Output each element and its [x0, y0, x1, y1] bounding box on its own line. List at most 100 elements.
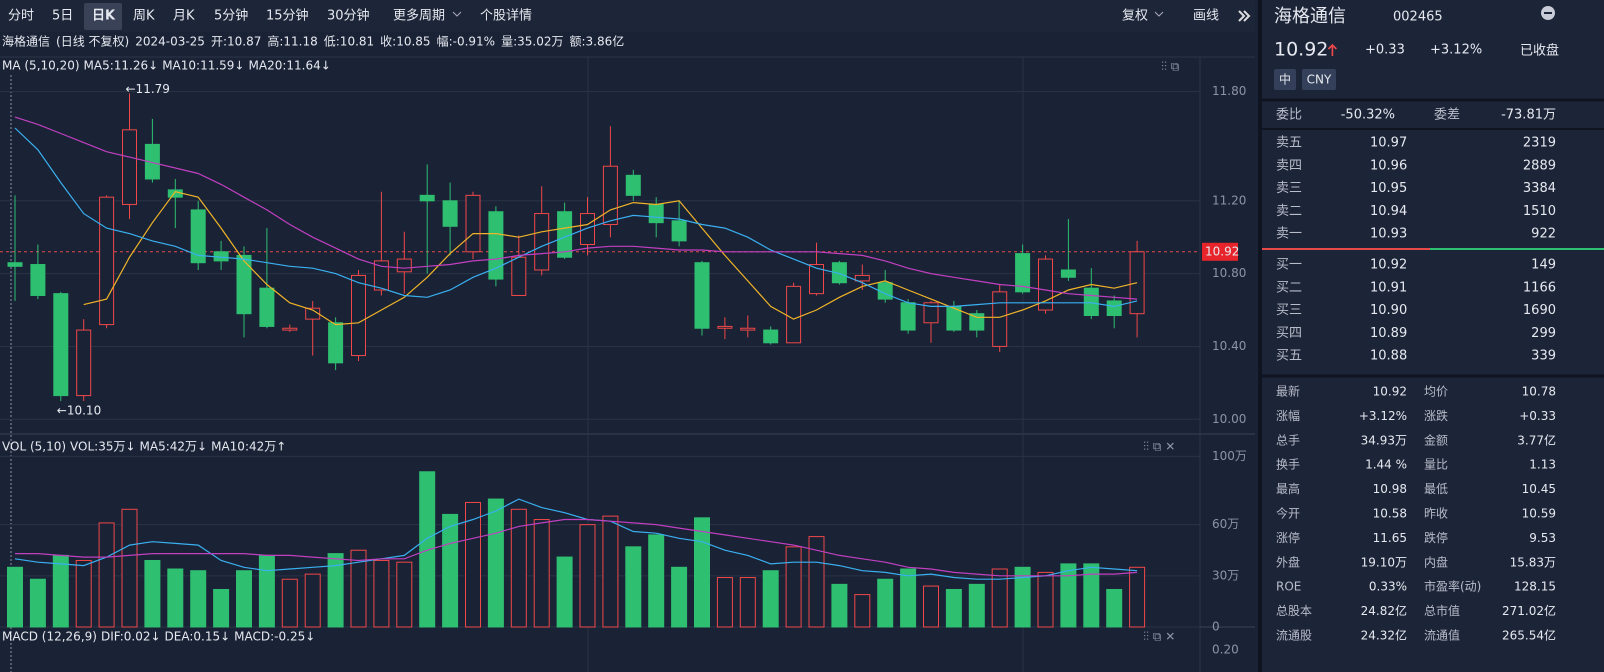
legend-item: VOL (5,10) — [2, 440, 66, 454]
legend-item: DIF:0.02↓ — [101, 630, 161, 644]
book-price: 10.93 — [1370, 227, 1407, 242]
book-label: 卖三 — [1276, 181, 1302, 196]
book-label: 卖四 — [1276, 158, 1302, 173]
candle-body — [190, 209, 206, 264]
volume-bar — [442, 513, 459, 628]
book-volume: 1690 — [1523, 303, 1556, 318]
candle-body — [809, 264, 824, 295]
legend-item: DEA:0.15↓ — [165, 630, 231, 644]
volume-bar — [854, 594, 871, 628]
tool-icon[interactable]: ⫶⫶ ⧉ ✕ — [1143, 440, 1175, 454]
legend-item: MA20:11.64↓ — [249, 59, 331, 73]
stat-label: 换手 — [1276, 458, 1300, 472]
candle-body — [259, 287, 275, 327]
book-label: 买四 — [1276, 326, 1302, 341]
y-tick-label: 0 — [1212, 620, 1220, 634]
tool-button[interactable]: 画线 — [1193, 9, 1219, 24]
stat-label: 总手 — [1276, 433, 1300, 447]
period-tab[interactable]: 周K — [133, 9, 155, 24]
volume-bar — [419, 471, 436, 628]
candle-body — [969, 313, 985, 331]
stat-value: 24.82亿 — [1361, 603, 1407, 618]
period-tab[interactable]: 月K — [173, 9, 195, 24]
y-tick-label: 10.00 — [1212, 412, 1246, 426]
stat-value: 10.98 — [1373, 482, 1407, 496]
book-volume: 1510 — [1523, 204, 1556, 219]
panel-divider — [1258, 0, 1262, 672]
period-tab[interactable]: 5日 — [52, 9, 73, 24]
stat-label: 总市值 — [1424, 603, 1460, 618]
volume-bar — [281, 578, 298, 628]
candle-body — [580, 213, 595, 245]
chevron — [1154, 11, 1164, 17]
tool-icon[interactable]: ⫶⫶ ⧉ — [1161, 60, 1180, 74]
period-tab[interactable]: 15分钟 — [266, 8, 309, 24]
tool-icon[interactable]: ⫶⫶ ⧉ ✕ — [1143, 630, 1175, 644]
candle-body — [717, 325, 733, 329]
period-tab[interactable]: 5分钟 — [214, 8, 248, 24]
y-tick-label: 30万 — [1212, 568, 1239, 582]
period-tab[interactable]: 30分钟 — [327, 8, 370, 24]
volume-bar — [510, 508, 527, 628]
candle-body — [328, 322, 344, 364]
ratio: -50.32% — [1341, 108, 1395, 123]
volume-bar — [487, 498, 504, 628]
book-label: 买五 — [1276, 349, 1302, 364]
volume-bar — [350, 549, 367, 628]
vol-ma-line — [15, 518, 1138, 577]
stat-label: 最高 — [1276, 481, 1300, 496]
candle-body — [7, 262, 23, 267]
candle-body — [373, 260, 389, 291]
stat-label: 昨收 — [1424, 507, 1448, 521]
stat-label: 内盘 — [1424, 554, 1448, 569]
book-label: 买一 — [1276, 258, 1302, 273]
book-price: 10.96 — [1370, 158, 1407, 173]
y-tick-label: 10.40 — [1212, 339, 1246, 353]
price: 10.92 — [1274, 39, 1328, 61]
candle-body — [786, 285, 802, 344]
candle-body — [1038, 258, 1053, 311]
volume-bar — [991, 568, 1008, 628]
book-volume: 3384 — [1523, 181, 1556, 196]
volume-bar — [98, 522, 115, 628]
period-tab[interactable]: 更多周期 — [393, 8, 445, 24]
volume-bar — [1083, 563, 1100, 628]
volume-bar — [465, 501, 481, 628]
stat-label: 金额 — [1424, 432, 1448, 447]
candle-body — [648, 203, 664, 224]
period-tab[interactable]: 个股详情 — [480, 9, 532, 24]
book-price: 10.90 — [1370, 303, 1407, 318]
quote-panel — [1262, 0, 1604, 672]
volume-bar — [1060, 563, 1077, 628]
stat-label: 量比 — [1424, 458, 1448, 472]
legend-item: MA5:42万↓ — [140, 440, 208, 454]
period-tab[interactable]: 分时 — [8, 9, 34, 24]
volume-bar — [945, 588, 962, 628]
stat-label: 均价 — [1424, 385, 1448, 399]
stat-label: 涨幅 — [1276, 408, 1300, 423]
candle-body — [1015, 253, 1031, 293]
legend-item: 海格通信 — [2, 34, 50, 49]
collapse-icon[interactable] — [1238, 10, 1251, 22]
candle-body — [99, 196, 115, 326]
book-label: 买二 — [1276, 280, 1302, 295]
legend-item: 低:10.81 — [324, 35, 374, 49]
legend-item: 额:3.86亿 — [569, 34, 624, 49]
candle-body — [442, 200, 458, 227]
stat-value: 10.78 — [1522, 385, 1556, 399]
volume-bar — [1037, 571, 1054, 628]
candle-body — [122, 129, 137, 205]
book-price: 10.89 — [1370, 326, 1407, 341]
period-tab[interactable]: 日K — [92, 9, 116, 24]
toolbar — [0, 0, 1255, 32]
candle-body — [30, 264, 46, 296]
volume-bar — [785, 546, 802, 628]
last-price-box — [1202, 242, 1238, 261]
stat-label: 总股本 — [1276, 604, 1312, 618]
candle-body — [465, 194, 481, 253]
volume-bar — [396, 561, 413, 628]
tool-button[interactable]: 复权 — [1122, 8, 1148, 24]
volume-bar — [716, 577, 733, 628]
candle-body — [282, 327, 298, 331]
stat-label: 涨跌 — [1424, 408, 1448, 423]
